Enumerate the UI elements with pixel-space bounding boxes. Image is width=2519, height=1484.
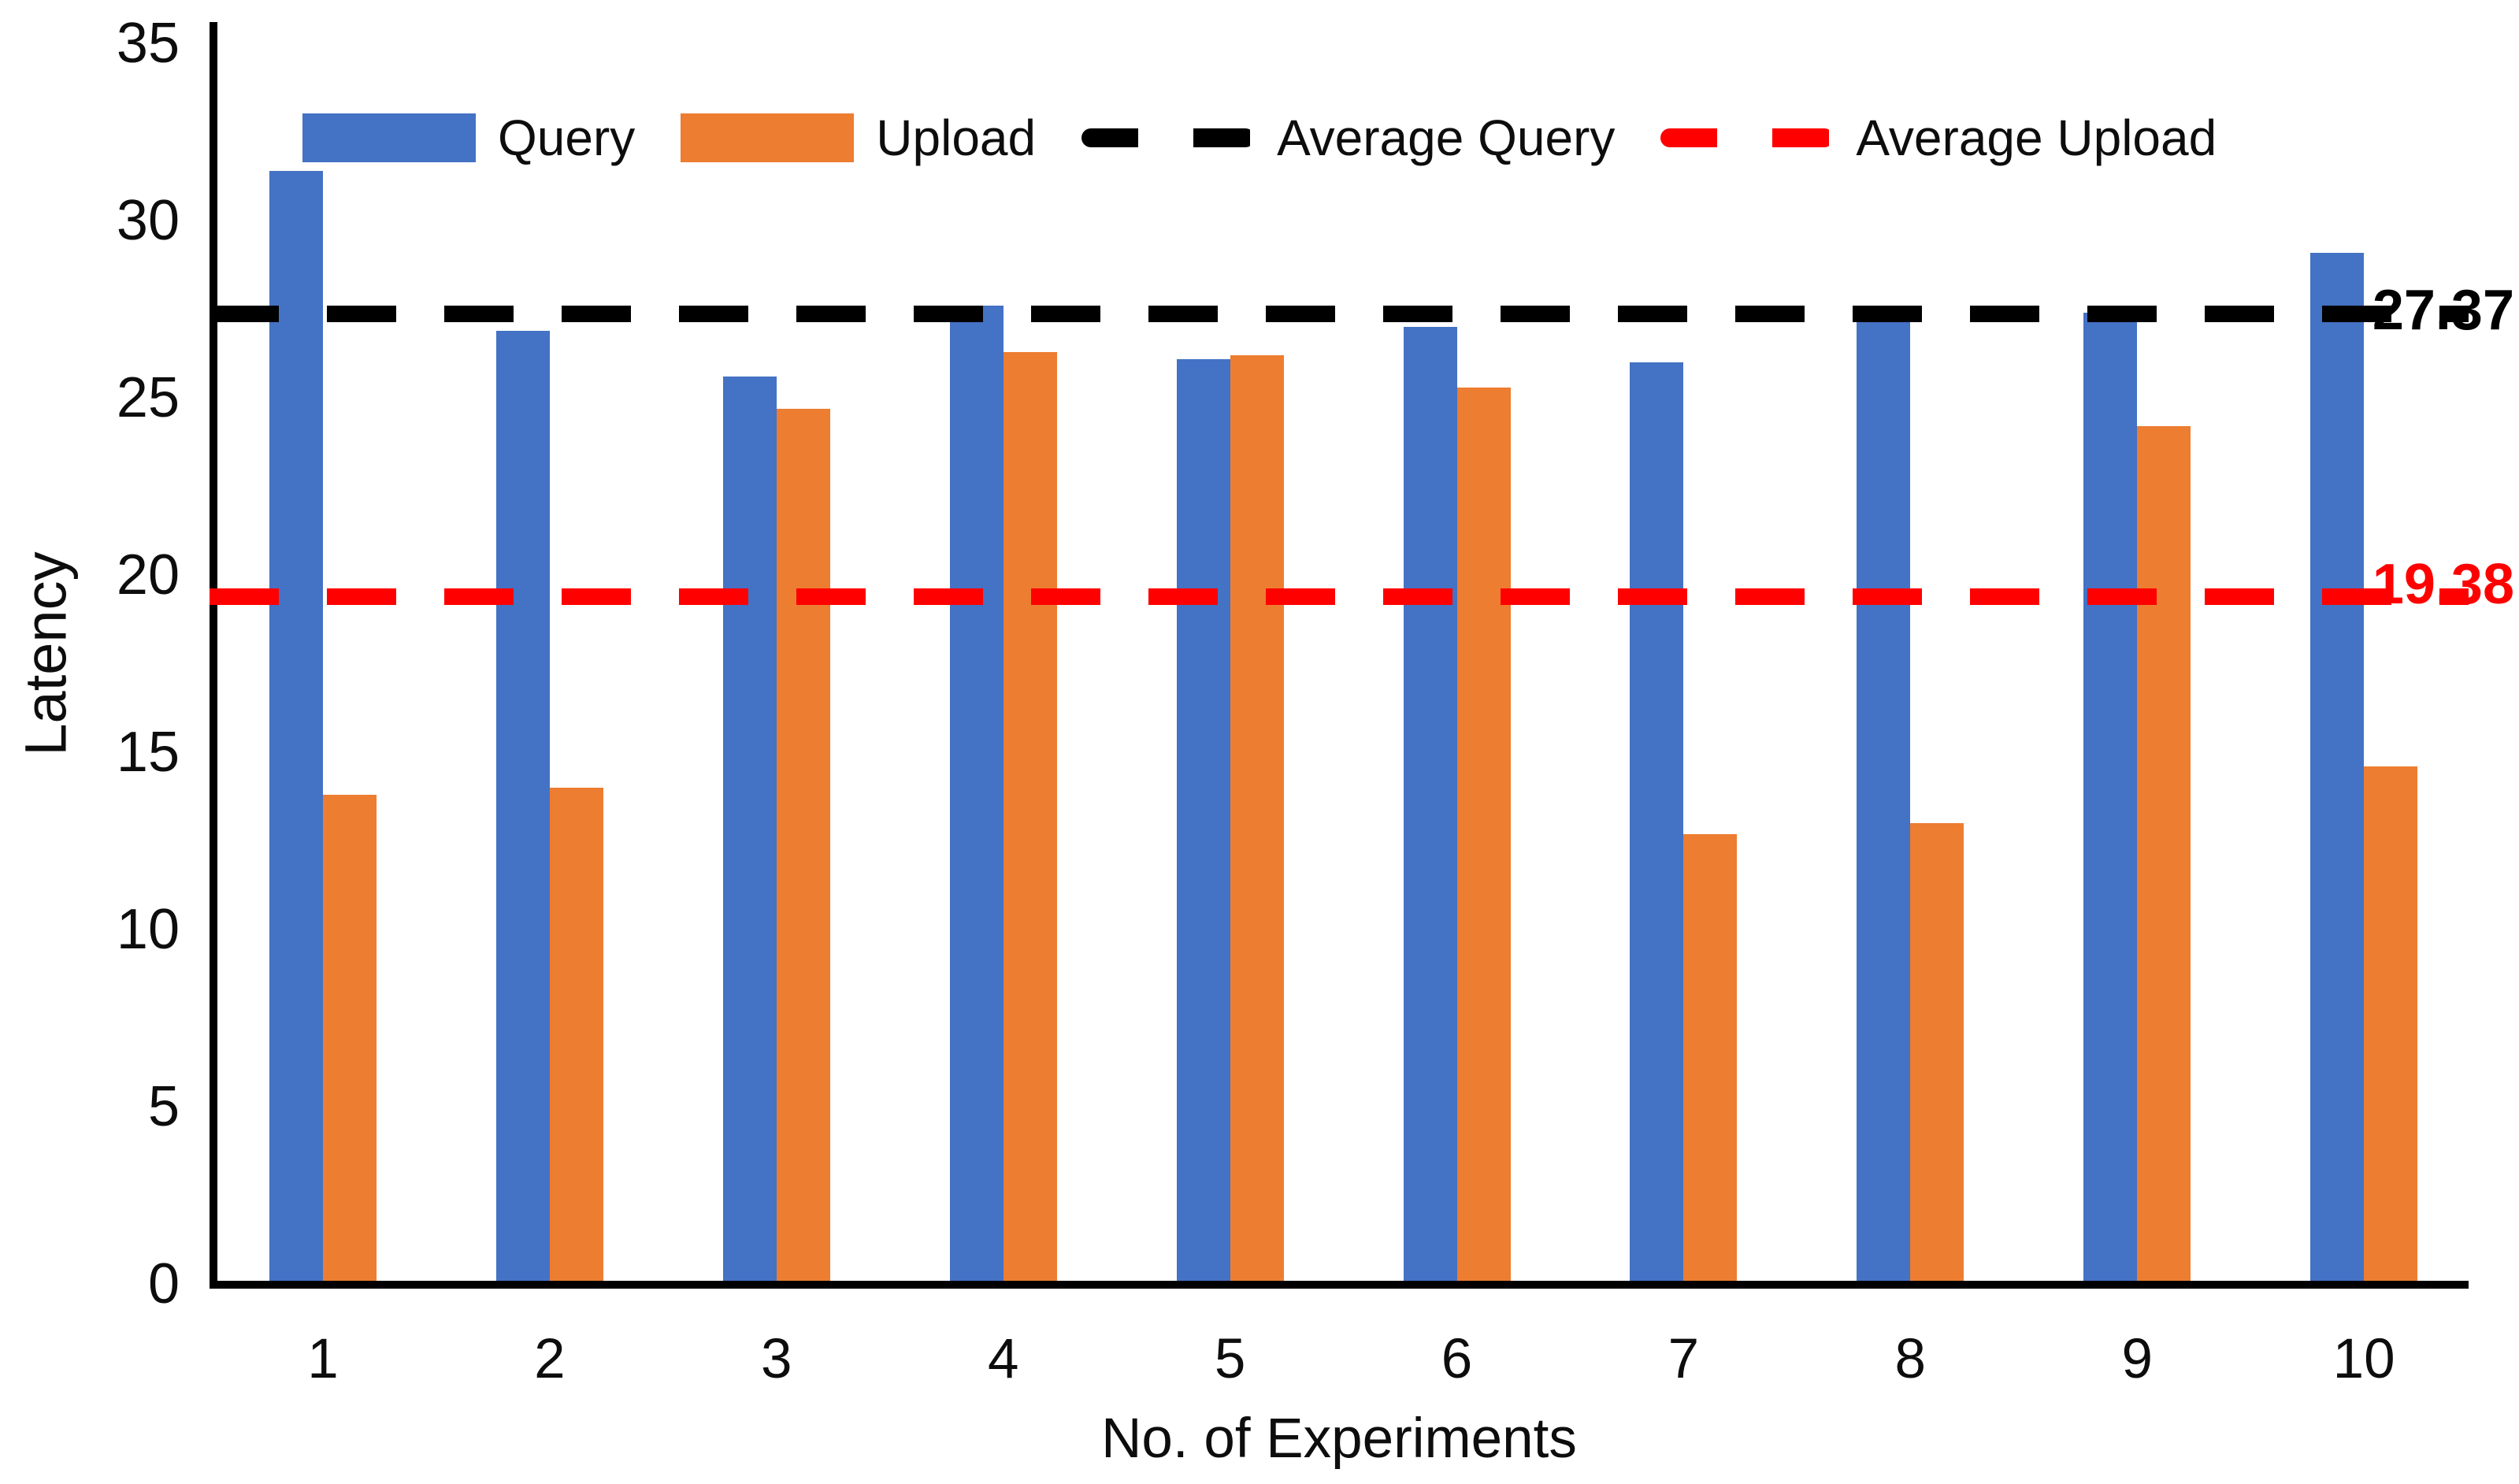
query-bar-2 bbox=[495, 331, 550, 1281]
average-upload-dash-swatch bbox=[1660, 128, 1835, 147]
upload-bar-4 bbox=[1003, 352, 1057, 1281]
query-bar-10 bbox=[2310, 253, 2365, 1281]
query-bar-1 bbox=[269, 171, 323, 1281]
upload-swatch bbox=[681, 113, 855, 162]
y-tick-label-35: 35 bbox=[116, 12, 180, 75]
average-query-value-label: 27.37 bbox=[2372, 279, 2514, 342]
average-query-dash-swatch bbox=[1081, 128, 1256, 147]
upload-bar-3 bbox=[776, 409, 830, 1281]
y-tick-label-10: 10 bbox=[116, 898, 180, 961]
x-tick-label-4: 4 bbox=[987, 1328, 1019, 1390]
legend-label-upload: Upload bbox=[876, 109, 1037, 166]
upload-bar-9 bbox=[2137, 426, 2191, 1281]
x-axis-line bbox=[210, 1281, 2469, 1289]
x-tick-label-6: 6 bbox=[1441, 1328, 1473, 1390]
plot-area: 27.37 19.38 bbox=[210, 20, 2514, 1281]
upload-bar-1 bbox=[323, 795, 377, 1281]
average-upload-line bbox=[210, 588, 2469, 605]
legend-label-query: Query bbox=[498, 109, 636, 166]
query-bar-5 bbox=[1176, 359, 1230, 1281]
legend-item-average-query: Average Query bbox=[1081, 109, 1615, 167]
query-bar-4 bbox=[949, 306, 1004, 1281]
upload-bar-5 bbox=[1230, 355, 1284, 1281]
x-axis-title: No. of Experiments bbox=[1101, 1408, 1577, 1470]
legend-item-upload: Upload bbox=[681, 109, 1036, 167]
average-upload-value-label: 19.38 bbox=[2372, 553, 2514, 616]
upload-bar-2 bbox=[549, 788, 603, 1281]
x-tick-label-10: 10 bbox=[2332, 1328, 2395, 1390]
query-bar-3 bbox=[722, 377, 777, 1281]
legend-item-query: Query bbox=[302, 109, 635, 167]
y-tick-label-30: 30 bbox=[116, 189, 180, 252]
y-tick-label-0: 0 bbox=[147, 1252, 180, 1315]
query-swatch bbox=[302, 113, 476, 162]
upload-bar-6 bbox=[1456, 388, 1511, 1281]
upload-bar-10 bbox=[2364, 766, 2418, 1281]
x-tick-label-8: 8 bbox=[1894, 1328, 1927, 1390]
y-axis-spine bbox=[210, 22, 217, 1289]
x-tick-label-3: 3 bbox=[761, 1328, 792, 1390]
x-tick-label-1: 1 bbox=[307, 1328, 339, 1390]
x-tick-label-9: 9 bbox=[2121, 1328, 2153, 1390]
x-tick-label-7: 7 bbox=[1668, 1328, 1700, 1390]
legend-label-average-query: Average Query bbox=[1277, 109, 1616, 166]
legend-label-average-upload: Average Upload bbox=[1856, 109, 2217, 166]
query-bar-7 bbox=[1630, 362, 1684, 1281]
average-query-line bbox=[210, 306, 2469, 322]
legend: Query Upload Average Query Average Uploa… bbox=[302, 109, 2217, 167]
query-bar-9 bbox=[2083, 313, 2138, 1281]
y-tick-label-15: 15 bbox=[116, 721, 180, 784]
y-tick-label-25: 25 bbox=[116, 366, 180, 429]
query-bar-8 bbox=[1857, 306, 1911, 1281]
legend-item-average-upload: Average Upload bbox=[1660, 109, 2217, 167]
upload-bar-8 bbox=[1910, 823, 1964, 1281]
y-tick-label-5: 5 bbox=[147, 1075, 180, 1138]
x-tick-label-2: 2 bbox=[534, 1328, 566, 1390]
x-tick-label-5: 5 bbox=[1214, 1328, 1246, 1390]
upload-bar-7 bbox=[1683, 834, 1738, 1281]
query-bar-6 bbox=[1403, 327, 1457, 1281]
y-tick-label-20: 20 bbox=[116, 544, 180, 607]
